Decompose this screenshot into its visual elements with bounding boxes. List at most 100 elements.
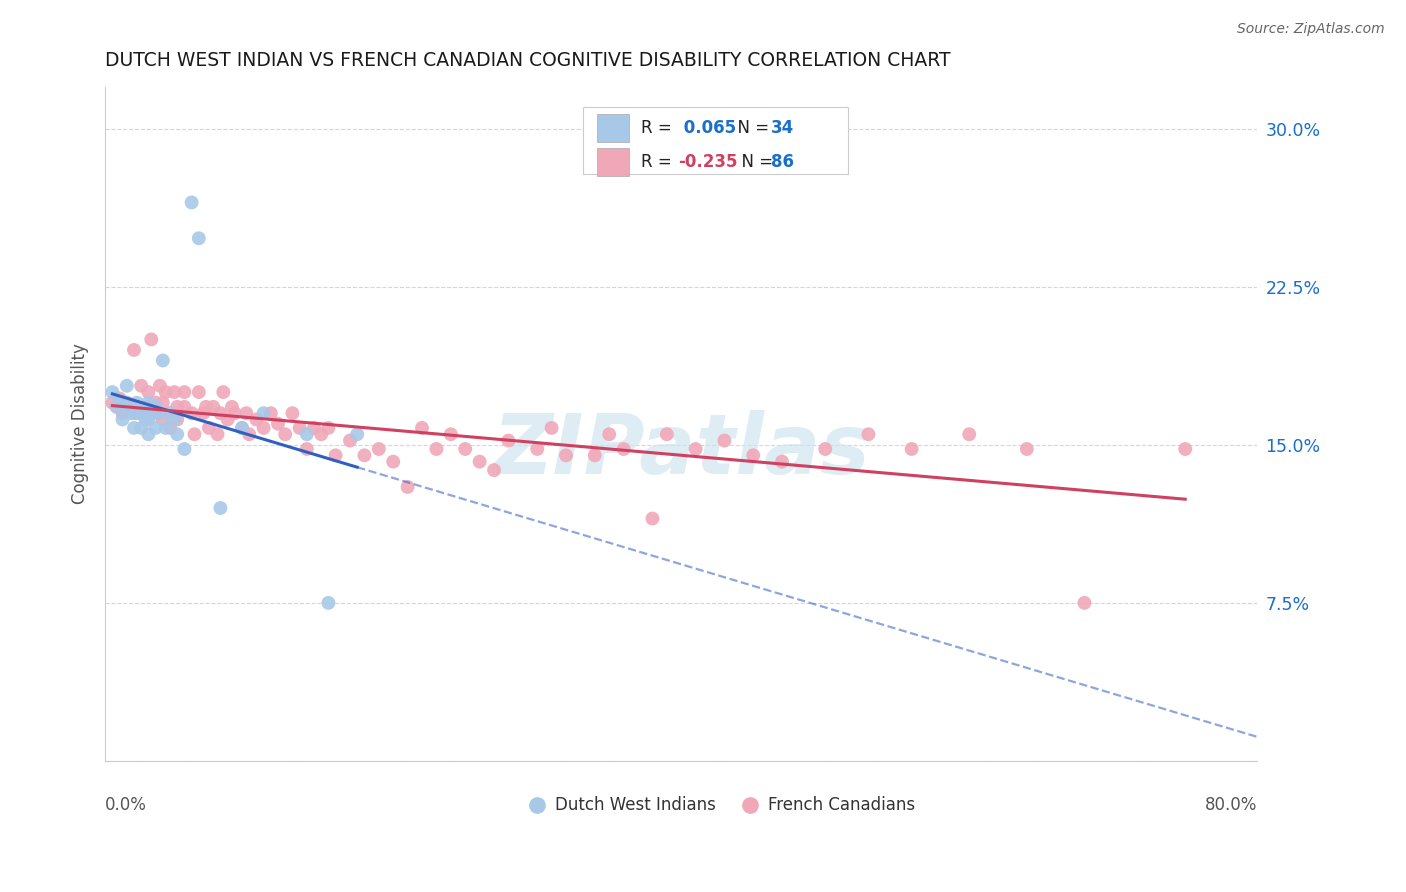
- Point: [235, 406, 257, 420]
- Point: [209, 406, 232, 420]
- Point: [166, 400, 188, 414]
- Point: [382, 455, 405, 469]
- Point: [713, 434, 735, 448]
- Text: ZIPatlas: ZIPatlas: [492, 410, 870, 491]
- Point: [111, 406, 134, 420]
- Point: [138, 385, 160, 400]
- Point: [231, 421, 253, 435]
- Point: [159, 421, 181, 435]
- Point: [138, 412, 160, 426]
- Point: [238, 427, 260, 442]
- Point: [198, 421, 221, 435]
- FancyBboxPatch shape: [598, 114, 630, 143]
- Point: [166, 427, 188, 442]
- Text: Dutch West Indians: Dutch West Indians: [554, 796, 716, 814]
- Text: 0.065: 0.065: [678, 120, 735, 137]
- Text: 34: 34: [770, 120, 794, 137]
- Point: [180, 195, 202, 210]
- Point: [163, 385, 186, 400]
- Point: [145, 395, 167, 409]
- Point: [274, 427, 297, 442]
- Text: N =: N =: [731, 153, 778, 171]
- Point: [166, 412, 188, 426]
- Point: [173, 442, 195, 456]
- Point: [613, 442, 636, 456]
- Point: [468, 455, 491, 469]
- Point: [141, 406, 163, 420]
- Point: [120, 400, 142, 414]
- Point: [135, 412, 157, 426]
- Point: [105, 400, 128, 414]
- Point: [209, 501, 232, 516]
- Point: [245, 412, 267, 426]
- Point: [122, 421, 145, 435]
- Point: [655, 427, 678, 442]
- Point: [155, 385, 177, 400]
- Point: [957, 427, 980, 442]
- Point: [187, 231, 209, 245]
- Point: [129, 406, 152, 420]
- Point: [152, 412, 174, 426]
- Point: [267, 417, 290, 431]
- Text: R =: R =: [641, 153, 676, 171]
- Point: [145, 421, 167, 435]
- Point: [138, 400, 160, 414]
- Point: [583, 448, 606, 462]
- Point: [101, 395, 124, 409]
- FancyBboxPatch shape: [598, 148, 630, 177]
- Point: [159, 406, 181, 420]
- Point: [555, 448, 578, 462]
- Text: N =: N =: [727, 120, 775, 137]
- Point: [339, 434, 361, 448]
- Point: [425, 442, 447, 456]
- Text: 0.0%: 0.0%: [105, 796, 148, 814]
- Point: [1073, 596, 1095, 610]
- Text: R =: R =: [641, 120, 676, 137]
- Point: [125, 406, 148, 420]
- Point: [183, 427, 205, 442]
- Point: [1015, 442, 1038, 456]
- Point: [207, 427, 229, 442]
- Point: [138, 427, 160, 442]
- Point: [309, 427, 332, 442]
- Point: [526, 442, 548, 456]
- Point: [742, 448, 765, 462]
- Point: [155, 421, 177, 435]
- Point: [217, 412, 239, 426]
- Point: [129, 406, 152, 420]
- Point: [138, 395, 160, 409]
- Point: [598, 427, 620, 442]
- Point: [115, 378, 138, 392]
- Point: [440, 427, 463, 442]
- Point: [900, 442, 922, 456]
- Point: [115, 400, 138, 414]
- Text: -0.235: -0.235: [678, 153, 737, 171]
- Point: [318, 421, 340, 435]
- Text: 80.0%: 80.0%: [1205, 796, 1257, 814]
- Text: Source: ZipAtlas.com: Source: ZipAtlas.com: [1237, 22, 1385, 37]
- Point: [770, 455, 793, 469]
- Point: [180, 406, 202, 420]
- Point: [212, 385, 235, 400]
- Point: [221, 400, 243, 414]
- Text: DUTCH WEST INDIAN VS FRENCH CANADIAN COGNITIVE DISABILITY CORRELATION CHART: DUTCH WEST INDIAN VS FRENCH CANADIAN COG…: [105, 51, 950, 70]
- Point: [288, 421, 311, 435]
- Point: [111, 412, 134, 426]
- Point: [411, 421, 433, 435]
- Text: French Canadians: French Canadians: [768, 796, 915, 814]
- Point: [498, 434, 520, 448]
- Point: [141, 333, 163, 347]
- Point: [396, 480, 419, 494]
- Point: [129, 421, 152, 435]
- Point: [115, 395, 138, 409]
- Point: [145, 400, 167, 414]
- Point: [149, 406, 172, 420]
- Point: [353, 448, 375, 462]
- Point: [641, 511, 664, 525]
- Point: [224, 406, 246, 420]
- Point: [685, 442, 707, 456]
- Point: [145, 406, 167, 420]
- Point: [152, 353, 174, 368]
- Point: [129, 378, 152, 392]
- Point: [108, 395, 131, 409]
